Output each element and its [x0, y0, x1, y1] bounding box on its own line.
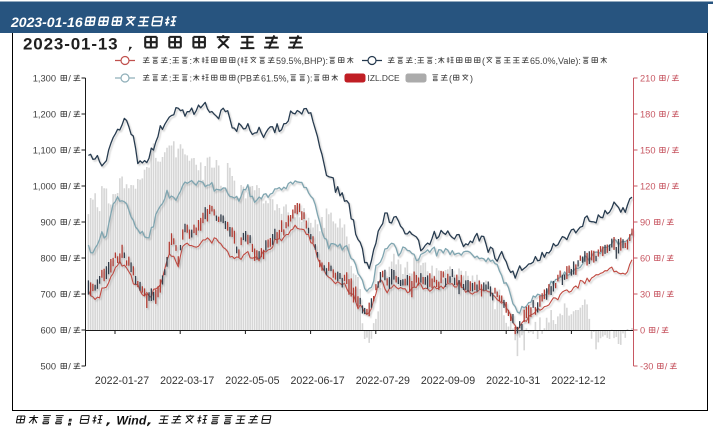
svg-text:900: 900 [40, 217, 56, 227]
svg-text::: : [414, 56, 417, 66]
svg-text::: : [435, 56, 438, 66]
svg-text:/: / [68, 325, 71, 335]
svg-text:180: 180 [640, 109, 656, 119]
svg-text:/: / [657, 325, 660, 335]
svg-text:700: 700 [40, 289, 56, 299]
svg-text:/: / [68, 217, 71, 227]
svg-text:2022-06-17: 2022-06-17 [290, 375, 344, 387]
svg-text:Wind: Wind [116, 414, 146, 428]
svg-text:2022-01-27: 2022-01-27 [95, 375, 149, 387]
svg-text:/: / [68, 289, 71, 299]
svg-text::: : [190, 73, 193, 83]
svg-text:/: / [662, 289, 665, 299]
svg-text::: : [169, 73, 172, 83]
svg-text:65.0%,Vale):: 65.0%,Vale): [530, 56, 581, 66]
svg-text:2022-09-09: 2022-09-09 [421, 375, 475, 387]
svg-text:2023-01-16: 2023-01-16 [10, 14, 83, 30]
svg-text:/: / [667, 109, 670, 119]
svg-text:30: 30 [640, 289, 650, 299]
svg-text:2022-12-12: 2022-12-12 [551, 375, 605, 387]
svg-text:2022-03-17: 2022-03-17 [160, 375, 214, 387]
svg-text:):: ): [307, 73, 313, 83]
svg-text:1,200: 1,200 [33, 109, 56, 119]
svg-text:500: 500 [40, 361, 56, 371]
svg-text:): ) [470, 73, 473, 83]
svg-text:61.5%,: 61.5%, [261, 73, 289, 83]
svg-text:1,100: 1,100 [33, 145, 56, 155]
svg-text:90: 90 [640, 217, 650, 227]
svg-text:1,300: 1,300 [33, 73, 56, 83]
svg-text:150: 150 [640, 145, 656, 155]
svg-text:59.5%,BHP):: 59.5%,BHP): [276, 56, 328, 66]
svg-text:/: / [662, 253, 665, 263]
svg-text:-30: -30 [640, 361, 653, 371]
svg-text:2022-05-05: 2022-05-05 [225, 375, 279, 387]
svg-text:/: / [68, 73, 71, 83]
svg-text:/: / [68, 145, 71, 155]
svg-text:2022-07-29: 2022-07-29 [356, 375, 410, 387]
svg-text:600: 600 [40, 325, 56, 335]
svg-text:/: / [68, 109, 71, 119]
svg-text:800: 800 [40, 253, 56, 263]
svg-text::: : [169, 56, 172, 66]
svg-text:(: ( [482, 56, 485, 66]
svg-text:/: / [68, 361, 71, 371]
svg-text:210: 210 [640, 73, 656, 83]
svg-text:2023-01-13: 2023-01-13 [23, 35, 118, 54]
svg-text:(PB: (PB [237, 73, 252, 83]
svg-text:/: / [667, 145, 670, 155]
svg-text:60: 60 [640, 253, 650, 263]
svg-text:2022-10-31: 2022-10-31 [486, 375, 540, 387]
svg-text:(: ( [449, 73, 452, 83]
svg-text:/: / [68, 181, 71, 191]
svg-text:120: 120 [640, 181, 656, 191]
svg-text:IZL.DCE: IZL.DCE [368, 73, 401, 83]
svg-text:/: / [667, 181, 670, 191]
svg-text:/: / [665, 361, 668, 371]
svg-text::: : [190, 56, 193, 66]
svg-text:/: / [68, 253, 71, 263]
svg-text:/: / [662, 217, 665, 227]
svg-text:/: / [667, 73, 670, 83]
svg-text:1,000: 1,000 [33, 181, 56, 191]
svg-text:0: 0 [640, 325, 645, 335]
svg-text:(: ( [237, 56, 240, 66]
